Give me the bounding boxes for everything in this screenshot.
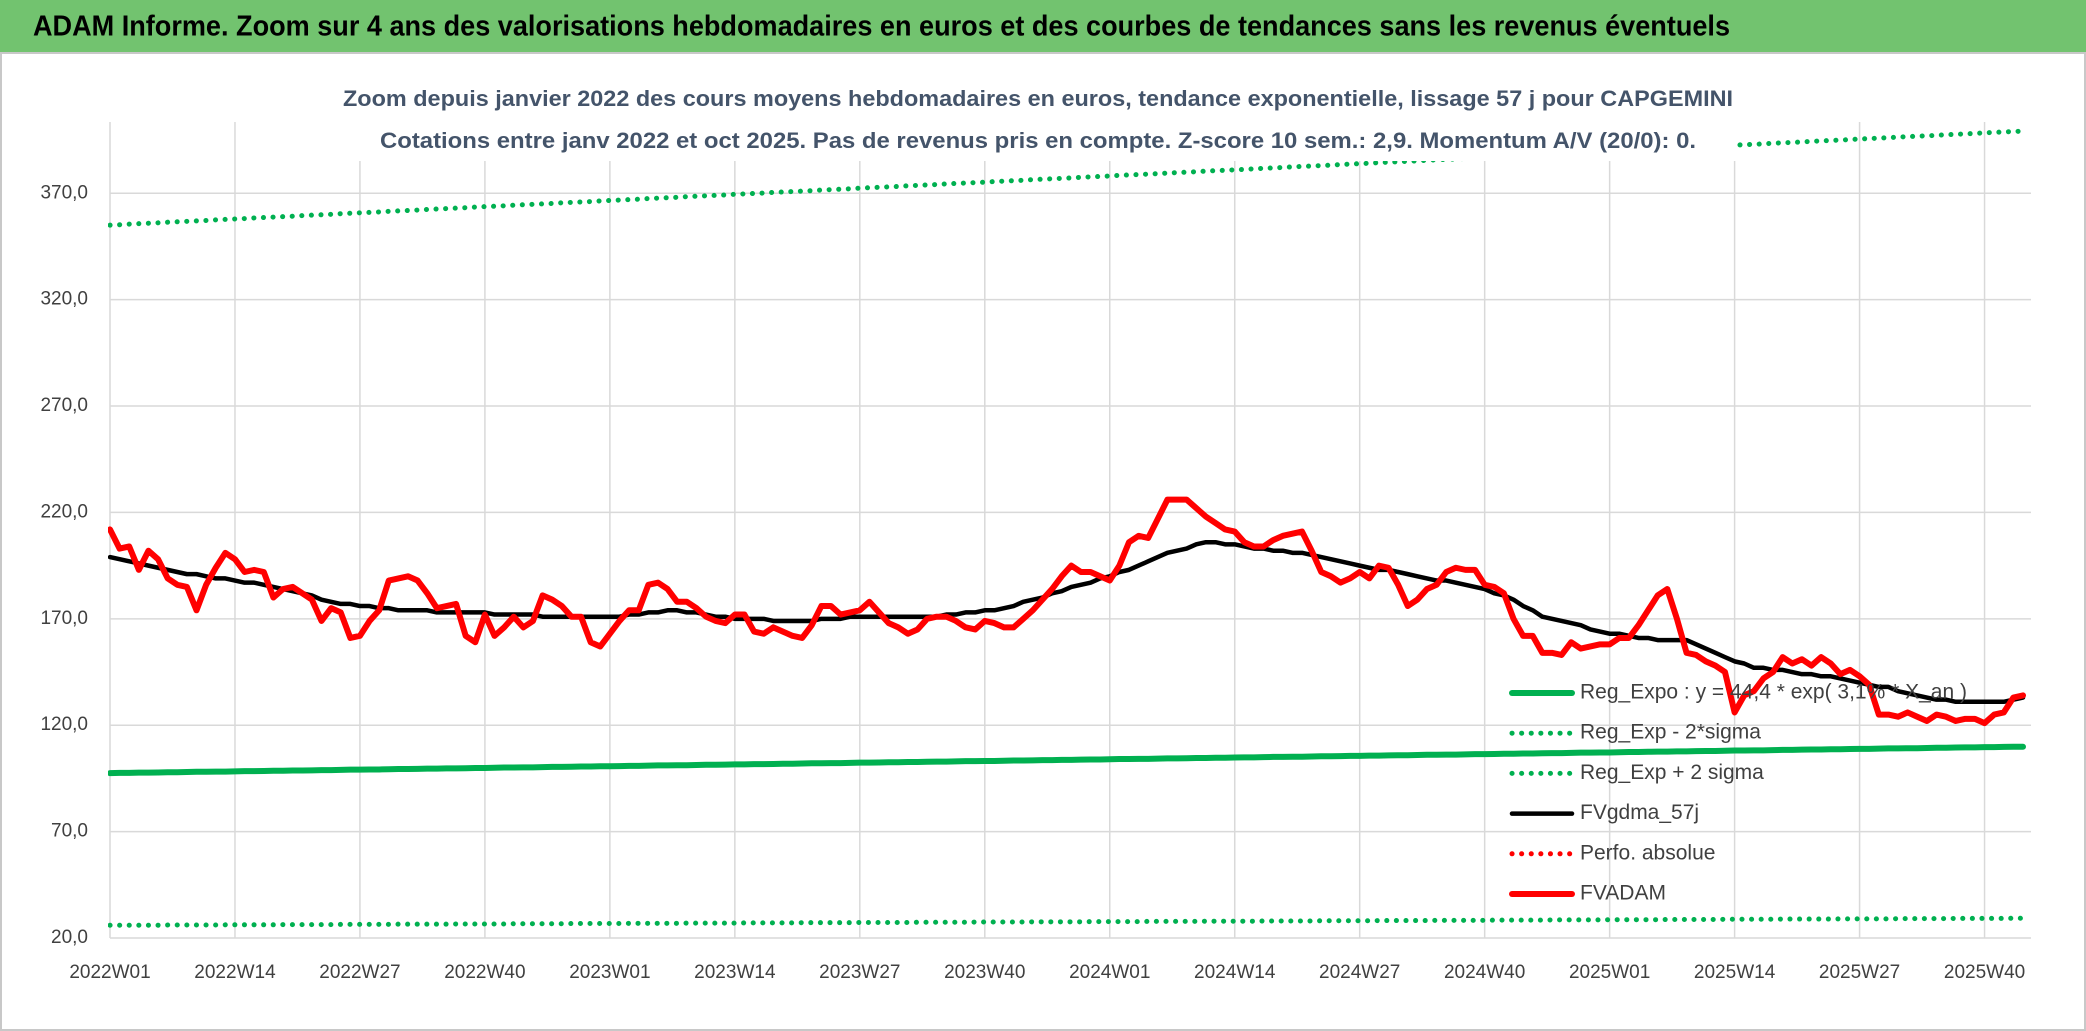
x-tick-label: 2022W27 [319, 962, 400, 983]
x-tick-label: 2022W40 [444, 962, 525, 983]
chart-title: ADAM Informe. Zoom sur 4 ans des valoris… [33, 11, 1730, 43]
series-line [108, 743, 2026, 777]
legend-label: FVADAM [1580, 882, 1666, 905]
x-tick-label: 2025W01 [1569, 962, 1650, 983]
subtitle: Cotations entre janv 2022 et oct 2025. P… [380, 128, 1696, 153]
header-bar [0, 0, 2086, 53]
legend-label: FVgdma_57j [1580, 801, 1699, 824]
x-tick-label: 2025W14 [1694, 962, 1776, 983]
x-tick-label: 2024W01 [1069, 962, 1150, 983]
legend-label: Reg_Exp - 2*sigma [1580, 721, 1761, 744]
y-tick-label: 170,0 [40, 608, 88, 629]
y-tick-label: 70,0 [51, 821, 88, 842]
y-tick-label: 270,0 [40, 395, 88, 416]
x-tick-label: 2022W01 [69, 962, 150, 983]
y-tick-label: 320,0 [40, 289, 88, 310]
y-tick-label: 120,0 [40, 714, 88, 735]
subtitle: Zoom depuis janvier 2022 des cours moyen… [343, 86, 1733, 111]
y-tick-label: 370,0 [40, 182, 88, 203]
y-tick-label: 220,0 [40, 501, 88, 522]
series-line [108, 915, 2026, 928]
x-tick-label: 2024W14 [1194, 962, 1276, 983]
series-line [108, 539, 2026, 705]
chart-frame [0, 52, 2086, 1031]
x-tick-label: 2024W40 [1444, 962, 1525, 983]
x-tick-label: 2022W14 [194, 962, 276, 983]
legend-label: Reg_Expo : y = 44,4 * exp( 3,1% * X_an ) [1580, 681, 1967, 704]
legend-label: Perfo. absolue [1580, 841, 1715, 864]
legend-label: Reg_Exp + 2 sigma [1580, 761, 1764, 784]
series-line [108, 496, 2026, 727]
x-tick-label: 2024W27 [1319, 962, 1400, 983]
axis-labels: 20,0 70,0 120,0 170,0 220,0 270,0 320,0 370,0 20… [40, 182, 2025, 983]
x-tick-label: 2025W27 [1819, 962, 1900, 983]
subtitle-box [339, 77, 1736, 161]
x-tick-label: 2023W14 [694, 962, 776, 983]
x-tick-label: 2023W01 [569, 962, 650, 983]
x-tick-label: 2023W40 [944, 962, 1025, 983]
grid [109, 122, 2031, 939]
x-tick-label: 2023W27 [819, 962, 900, 983]
legend: Reg_Expo : y = 44,4 * exp( 3,1% * X_an )… [1509, 681, 1967, 905]
x-tick-label: 2025W40 [1944, 962, 2025, 983]
y-tick-label: 20,0 [51, 927, 88, 948]
plot-lines [108, 128, 2026, 928]
